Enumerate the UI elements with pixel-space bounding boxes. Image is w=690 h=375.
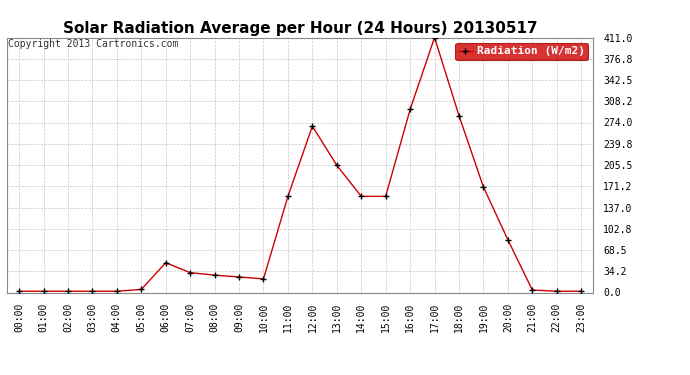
Title: Solar Radiation Average per Hour (24 Hours) 20130517: Solar Radiation Average per Hour (24 Hou… (63, 21, 538, 36)
Legend: Radiation (W/m2): Radiation (W/m2) (455, 43, 588, 60)
Text: Copyright 2013 Cartronics.com: Copyright 2013 Cartronics.com (8, 39, 179, 50)
